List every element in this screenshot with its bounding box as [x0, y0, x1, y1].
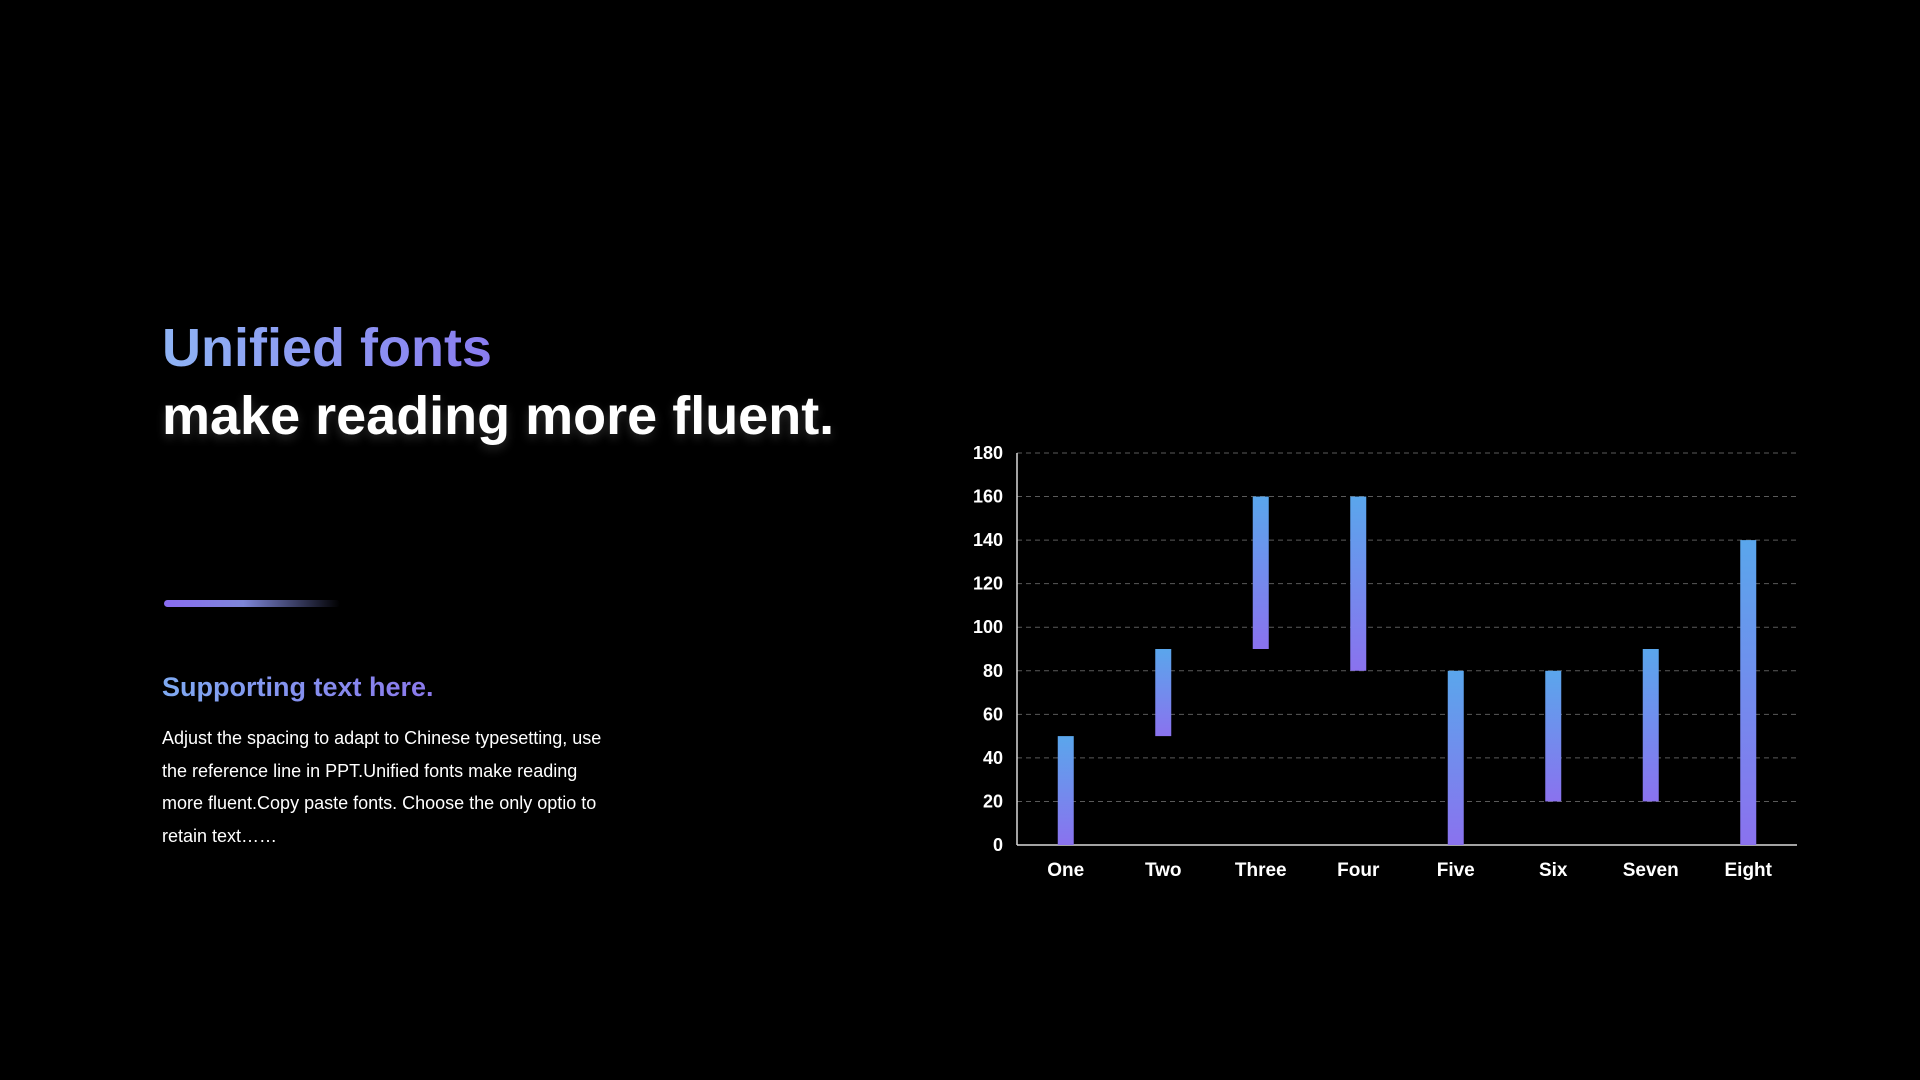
axes	[1016, 453, 1797, 846]
bar-four	[1350, 496, 1367, 671]
x-tick-labels: One Two Three Four Five Six Seven Eight	[1047, 860, 1772, 881]
x-tick-label: Three	[1235, 860, 1287, 881]
supporting-heading: Supporting text here.	[162, 672, 434, 702]
x-tick-label: Five	[1437, 860, 1475, 881]
gridlines	[1017, 452, 1797, 802]
x-tick-label: Two	[1145, 860, 1182, 881]
x-tick-label: Eight	[1725, 860, 1773, 881]
bar-three	[1252, 496, 1269, 649]
range-bar-chart: 0 20 40 60 80 100 120 140 160 180 One Two Three Four…	[973, 443, 1797, 881]
y-tick-label: 180	[973, 443, 1003, 463]
title-accent: Unified fonts	[162, 318, 492, 378]
y-tick-labels: 0 20 40 60 80 100 120 140 160 180	[973, 443, 1003, 855]
x-tick-label: Seven	[1623, 860, 1679, 881]
y-tick-label: 40	[983, 748, 1003, 768]
y-tick-label: 80	[983, 661, 1003, 681]
y-tick-label: 20	[983, 791, 1003, 811]
page-title: make reading more fluent.	[162, 386, 835, 446]
y-tick-label: 60	[983, 704, 1003, 724]
y-tick-label: 120	[973, 574, 1003, 594]
decorative-divider	[164, 600, 340, 607]
supporting-body-text: Adjust the spacing to adapt to Chinese t…	[162, 728, 602, 846]
bar-six	[1545, 670, 1562, 802]
x-tick-label: Four	[1337, 860, 1380, 881]
y-tick-label: 100	[973, 617, 1003, 637]
y-tick-label: 0	[993, 835, 1003, 855]
x-tick-label: One	[1047, 860, 1084, 881]
bar-five	[1447, 670, 1464, 845]
bar-seven	[1642, 649, 1659, 802]
bar-one	[1057, 736, 1074, 845]
x-tick-label: Six	[1539, 860, 1568, 881]
bar-two	[1155, 649, 1172, 737]
y-tick-label: 160	[973, 487, 1003, 507]
y-tick-label: 140	[973, 530, 1003, 550]
bars	[1057, 496, 1757, 845]
bar-eight	[1740, 540, 1757, 845]
